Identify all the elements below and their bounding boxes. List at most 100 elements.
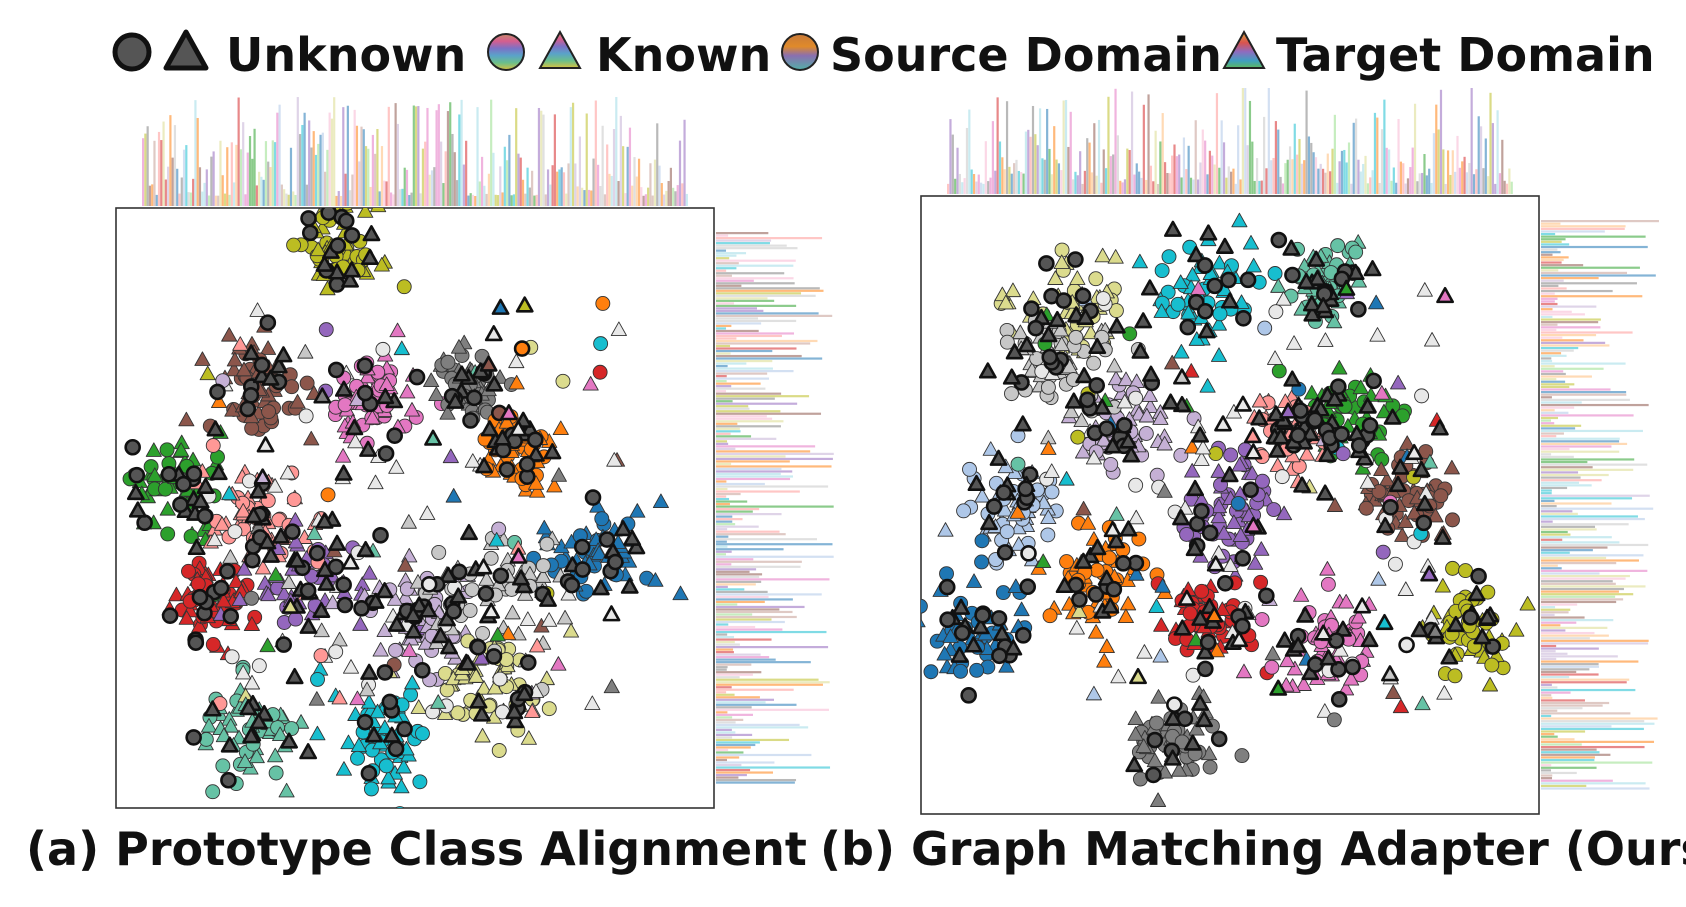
- right-histogram-bar: [1541, 489, 1552, 492]
- top-histogram-bar: [246, 152, 249, 206]
- top-histogram-bar: [658, 165, 661, 206]
- known-target-point: [335, 448, 352, 463]
- caption-a: (a) Prototype Class Alignment: [26, 822, 807, 876]
- right-histogram-bar: [1541, 274, 1656, 277]
- unknown-source-point: [1196, 257, 1214, 274]
- known-target-point: [1152, 410, 1169, 425]
- unknown-target-point: [356, 540, 375, 558]
- right-histogram-bar: [1541, 743, 1582, 746]
- top-histogram-bar: [424, 141, 427, 206]
- unknown-target-point: [1093, 398, 1112, 415]
- known-source-point: [1154, 263, 1170, 279]
- right-histogram-bar: [716, 548, 784, 551]
- unknown-target-point: [1268, 441, 1287, 458]
- top-histogram-bar: [1081, 183, 1084, 194]
- unknown-source-point: [563, 576, 581, 594]
- known-target-point: [331, 689, 348, 705]
- top-histogram-bar: [637, 158, 641, 206]
- right-histogram-bar: [1541, 530, 1568, 534]
- top-histogram-bar: [1204, 140, 1207, 194]
- known-target-point: [1071, 603, 1088, 618]
- unknown-target-point: [485, 375, 504, 392]
- known-target-point: [399, 383, 416, 399]
- unknown-target-point: [1467, 585, 1486, 602]
- known-source-point: [396, 279, 412, 295]
- known-source-point: [492, 671, 508, 687]
- unknown-source-point: [445, 603, 462, 620]
- top-histogram-bar: [1225, 177, 1228, 194]
- known-target-point: [556, 609, 574, 625]
- unknown-target-point: [1088, 337, 1107, 355]
- known-source-point: [464, 582, 480, 598]
- known-source-point: [962, 461, 977, 477]
- known-target-point: [222, 718, 239, 733]
- right-histogram-bar: [1541, 253, 1553, 256]
- right-histogram-bar: [1541, 261, 1562, 264]
- top-histogram-bar: [330, 118, 334, 206]
- unknown-target-point: [964, 636, 983, 653]
- known-target-point: [1270, 278, 1287, 293]
- right-histogram-bar: [1541, 533, 1571, 536]
- top-histogram-bar: [599, 186, 602, 206]
- top-histogram-bar: [383, 180, 386, 206]
- known-target-point: [1135, 738, 1152, 753]
- right-histogram-bar: [1541, 479, 1602, 482]
- unknown-target-point: [543, 443, 562, 460]
- top-histogram-bar: [1060, 170, 1063, 194]
- unknown-target-point: [299, 617, 318, 634]
- known-target-point: [228, 573, 245, 588]
- unknown-source-point: [420, 575, 438, 593]
- unknown-source-point: [1361, 417, 1379, 434]
- top-histogram-bar: [622, 146, 625, 206]
- known-target-point: [359, 368, 376, 384]
- unknown-target-point: [1129, 667, 1147, 685]
- known-target-point: [397, 557, 414, 572]
- known-source-point: [268, 765, 284, 781]
- right-histogram-bar: [716, 485, 829, 488]
- right-histogram-bar: [1541, 427, 1576, 430]
- known-source-point: [1086, 355, 1102, 371]
- top-histogram-bar: [155, 194, 158, 206]
- right-histogram-bar: [1541, 670, 1577, 674]
- top-histogram-bar: [1350, 183, 1353, 194]
- unknown-target-point: [978, 362, 997, 379]
- top-histogram-bar: [467, 195, 470, 206]
- known-target-point: [215, 592, 232, 608]
- top-histogram-bar: [1437, 129, 1440, 194]
- right-histogram-bar: [1541, 543, 1649, 547]
- known-target-point: [1063, 403, 1080, 419]
- right-histogram-bar: [1541, 525, 1596, 528]
- unknown-target-point: [1308, 269, 1327, 287]
- unknown-target-point: [253, 468, 272, 485]
- right-histogram-bar: [1541, 287, 1567, 290]
- top-histogram-bar: [1359, 171, 1362, 194]
- top-histogram-bar: [683, 119, 686, 206]
- known-target-point: [1253, 541, 1270, 556]
- unknown-target-point: [269, 357, 288, 374]
- right-histogram-bar: [1541, 370, 1564, 373]
- top-histogram-bar: [1105, 168, 1108, 194]
- top-histogram-bar: [176, 168, 179, 206]
- top-histogram-bar: [312, 131, 315, 206]
- top-histogram-bar: [1241, 88, 1244, 194]
- right-histogram-bar: [1541, 484, 1592, 487]
- unknown-target-point: [1271, 428, 1290, 445]
- known-source-point: [1254, 612, 1270, 627]
- top-histogram-bar: [292, 191, 295, 206]
- known-target-point: [1010, 536, 1027, 551]
- right-histogram-bar: [716, 359, 773, 363]
- top-histogram-bar: [653, 159, 657, 206]
- unknown-target-point: [440, 638, 458, 655]
- right-histogram-bar: [1541, 771, 1577, 775]
- top-histogram-bar: [442, 183, 445, 206]
- top-histogram-bar: [1432, 133, 1436, 194]
- known-target-point: [306, 525, 323, 540]
- known-target-point: [1293, 587, 1310, 602]
- known-target-point: [226, 351, 243, 367]
- known-source-point: [215, 758, 231, 774]
- right-histogram-bar: [1541, 735, 1558, 738]
- top-histogram-bar: [1456, 135, 1459, 194]
- top-histogram-bar: [1020, 172, 1023, 194]
- known-target-point: [1352, 379, 1369, 395]
- right-histogram-bar: [716, 540, 727, 543]
